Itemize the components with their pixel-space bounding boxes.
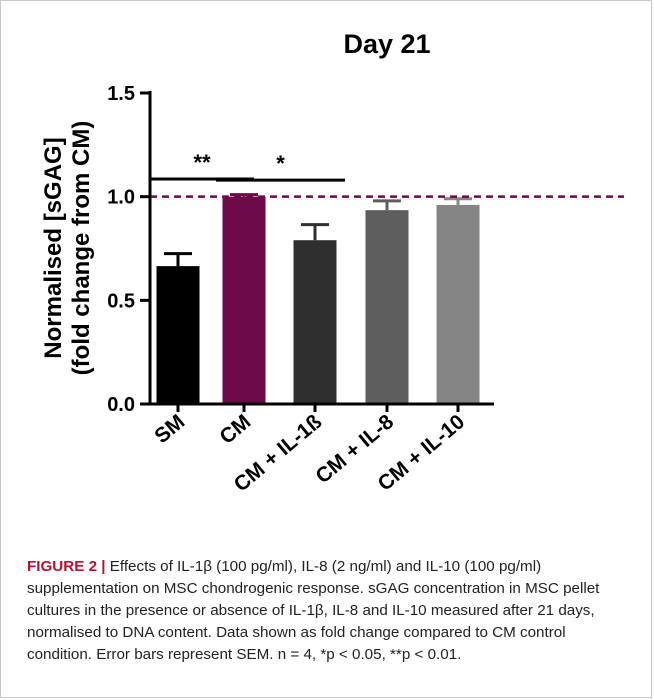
y-axis-label-line2: (fold change from CM)	[68, 121, 95, 376]
chart-title: Day 21	[343, 29, 430, 59]
y-tick-label-3: 1.5	[107, 83, 135, 105]
y-axis-label-line1: Normalised [sGAG]	[40, 137, 67, 358]
x-category-label-0: SM	[150, 410, 189, 448]
figure-label-separator: |	[101, 558, 106, 575]
y-axis-label: Normalised [sGAG] (fold change from CM)	[40, 121, 95, 376]
bar-3	[365, 210, 409, 404]
significance-label-1: *	[276, 151, 285, 176]
figure-caption-text: Effects of IL-1β (100 pg/ml), IL-8 (2 ng…	[27, 558, 600, 663]
bar-2	[293, 240, 337, 404]
bar-4	[436, 204, 480, 404]
bar-0	[156, 266, 200, 404]
y-tick-label-0: 0.0	[107, 394, 135, 416]
bar-chart: Day 21 Normalised [sGAG] (fold change fr…	[40, 29, 624, 496]
figure-label: FIGURE 2	[27, 558, 98, 575]
y-tick-label-2: 1.0	[107, 187, 135, 209]
x-category-label-1: CM	[215, 410, 255, 449]
y-tick-label-1: 0.5	[107, 290, 135, 312]
bar-1	[222, 196, 266, 404]
significance-label-0: **	[193, 150, 211, 175]
figure-caption: FIGURE 2 | Effects of IL-1β (100 pg/ml),…	[27, 556, 627, 666]
